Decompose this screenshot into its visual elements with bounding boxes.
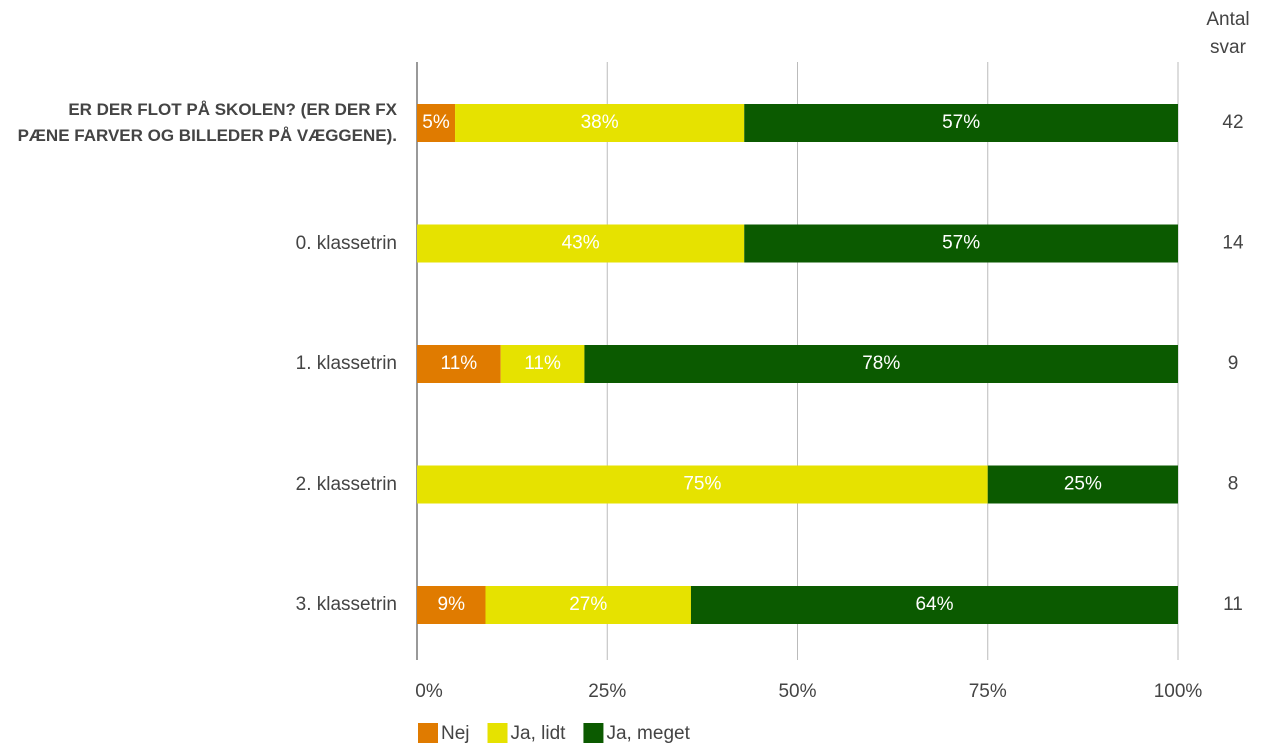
data-label: 78% — [862, 353, 900, 374]
bar-segment — [500, 345, 585, 383]
bar-segment — [690, 586, 1178, 624]
count-label: 8 — [1228, 474, 1239, 495]
legend-label: Ja, meget — [606, 723, 690, 744]
data-label: 75% — [683, 474, 721, 495]
bar-segment — [744, 224, 1178, 263]
data-label: 11% — [524, 353, 561, 374]
data-label: 38% — [581, 112, 619, 133]
bar-segment — [744, 104, 1178, 142]
bar-segment — [417, 465, 988, 504]
data-label: 11% — [441, 353, 478, 374]
legend-swatch — [487, 723, 508, 743]
data-label: 25% — [1064, 474, 1102, 495]
category-label: 1. klassetrin — [295, 353, 397, 374]
category-label: 2. klassetrin — [295, 473, 397, 495]
category-label: ER DER FLOT PÅ SKOLEN? (ER DER FX PÆNE F… — [17, 100, 397, 145]
bar-segment — [584, 345, 1178, 383]
legend-swatch — [418, 723, 438, 743]
data-label: 57% — [942, 233, 980, 254]
counts-title: Antal svar — [1206, 9, 1250, 58]
count-label: 42 — [1222, 112, 1243, 133]
data-label: 9% — [438, 594, 466, 615]
bar-segment — [987, 465, 1178, 504]
count-label: 11 — [1223, 594, 1243, 615]
data-label: 43% — [562, 233, 600, 254]
bar-segment — [455, 104, 745, 142]
bar-segment — [417, 345, 501, 383]
x-tick-label: 50% — [778, 681, 816, 702]
bar-segment — [417, 586, 486, 624]
bar-segment — [485, 586, 691, 624]
data-label: 27% — [569, 594, 607, 615]
legend-label: Ja, lidt — [511, 723, 567, 744]
x-tick-label: 100% — [1154, 681, 1203, 702]
data-label: 5% — [422, 112, 450, 133]
data-label: 64% — [915, 594, 953, 615]
x-tick-label: 0% — [415, 681, 443, 702]
count-label: 9 — [1228, 353, 1239, 374]
legend-label: Nej — [441, 723, 470, 744]
x-tick-label: 75% — [969, 681, 1007, 702]
bar-segment — [417, 104, 456, 142]
count-label: 14 — [1222, 233, 1244, 254]
x-tick-label: 25% — [588, 681, 626, 702]
category-label: 0. klassetrin — [295, 232, 397, 254]
legend-swatch — [583, 723, 604, 743]
category-label: 3. klassetrin — [295, 594, 397, 615]
bar-segment — [417, 224, 745, 263]
data-label: 57% — [942, 112, 980, 133]
